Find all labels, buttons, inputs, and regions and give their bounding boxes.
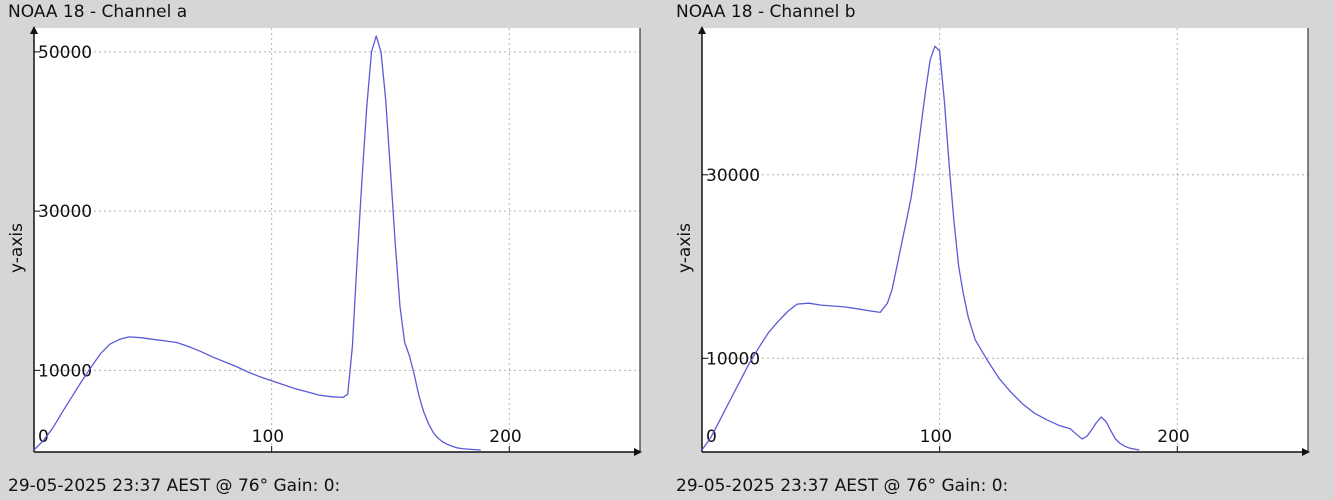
x-tick-label: 100: [252, 427, 284, 447]
y-axis-title: y-axis: [7, 223, 27, 273]
x-tick-label: 200: [1157, 427, 1189, 447]
series-line: [33, 35, 481, 451]
x-tick-label: 200: [489, 427, 521, 447]
chart-footer: 29-05-2025 23:37 AEST @ 76° Gain: 0:: [676, 476, 1009, 496]
y-tick-label: 30000: [706, 166, 760, 186]
chart-panel-b: NOAA 18 - Channel b 0 100 200 10000 30000 y-a…: [675, 0, 1316, 500]
x-tick-label: 100: [920, 427, 952, 447]
x-axis-arrow: [1302, 448, 1310, 456]
series-line: [701, 45, 1140, 451]
y-axis-arrow: [30, 26, 38, 34]
plot-area: [34, 28, 640, 452]
y-tick-label: 10000: [706, 349, 760, 369]
chart-title: NOAA 18 - Channel a: [8, 2, 188, 22]
y-tick-label: 10000: [38, 361, 92, 381]
y-axis-arrow: [698, 26, 706, 34]
chart-title: NOAA 18 - Channel b: [676, 2, 856, 22]
x-axis-arrow: [634, 448, 642, 456]
plot-area: [702, 28, 1308, 452]
line-chart-a: 0 100 200 10000 30000 50000 y-axis: [7, 26, 642, 456]
y-tick-label: 30000: [38, 202, 92, 222]
x-tick-label: 0: [38, 427, 49, 447]
y-axis-title: y-axis: [675, 223, 695, 273]
y-tick-label: 50000: [38, 43, 92, 63]
chart-footer: 29-05-2025 23:37 AEST @ 76° Gain: 0:: [8, 476, 341, 496]
chart-panel-a: NOAA 18 - Channel a 0 100 200 10000 30000 500…: [7, 0, 648, 500]
